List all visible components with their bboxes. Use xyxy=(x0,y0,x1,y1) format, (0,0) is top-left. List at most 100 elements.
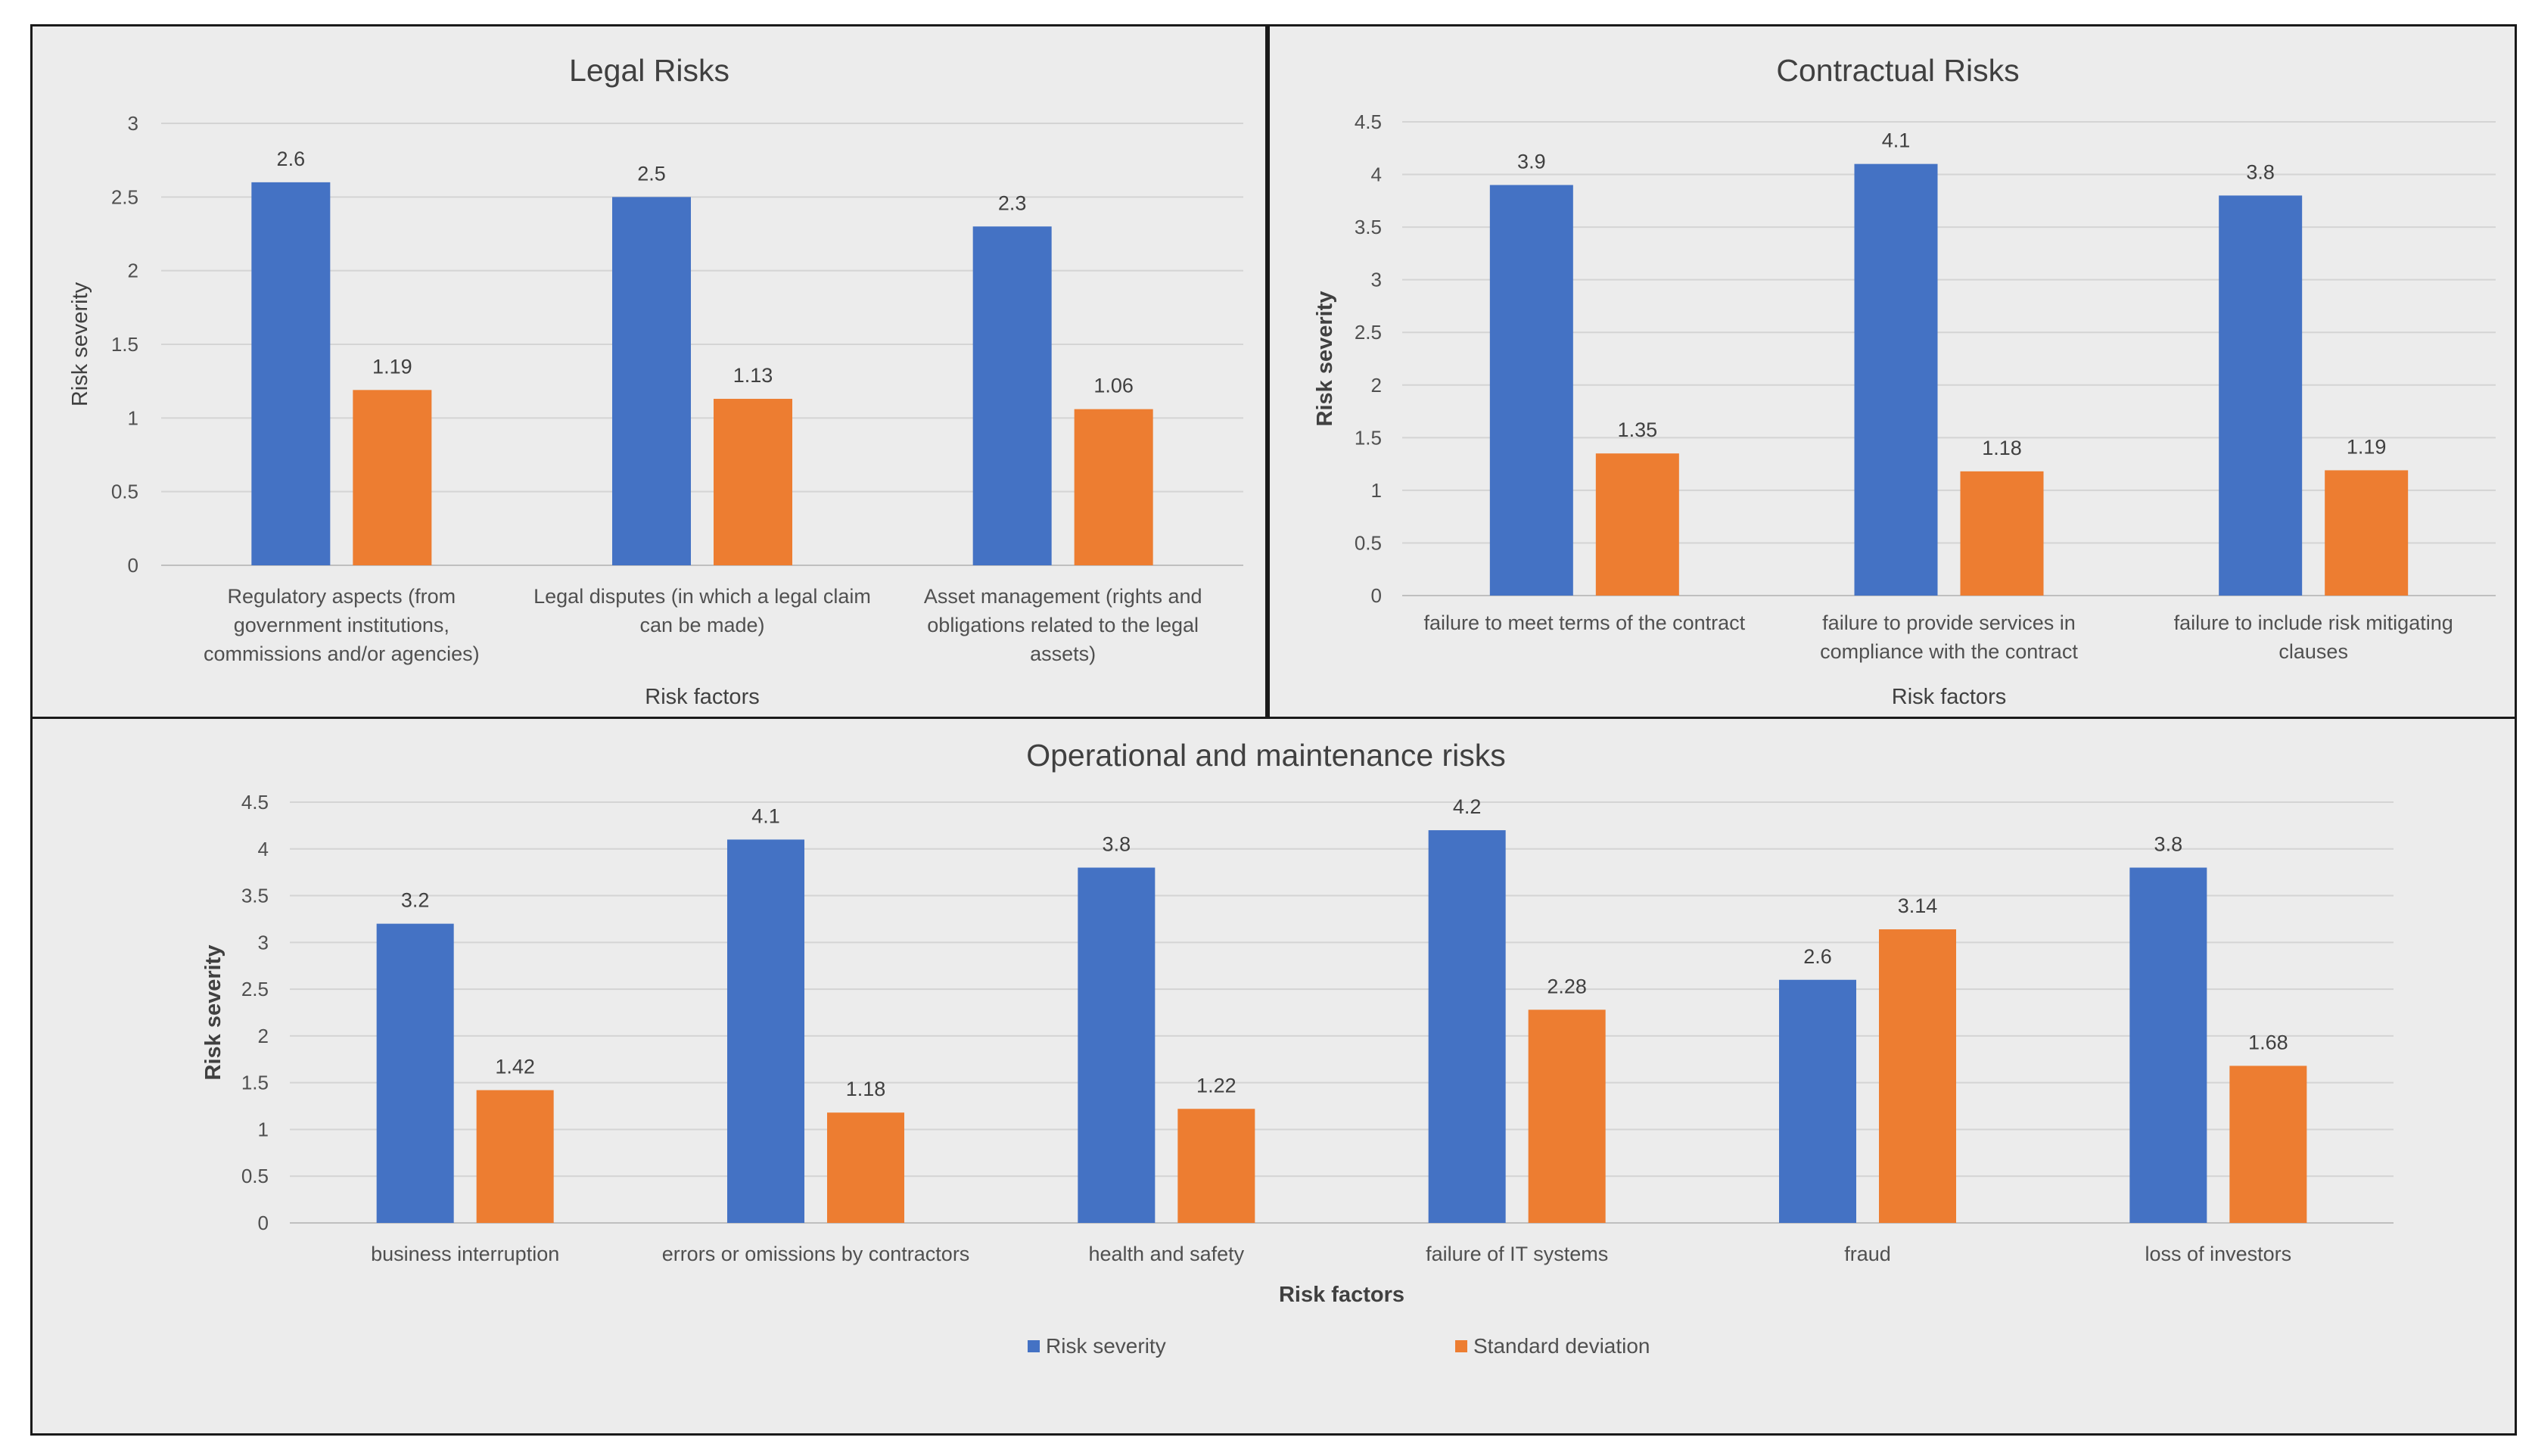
y-tick-label: 1.5 xyxy=(111,333,138,356)
legend-label-severity: Risk severity xyxy=(1046,1334,1166,1358)
operational-risks-chart: Operational and maintenance risks 0 0.5 1 1.… xyxy=(201,738,2394,1358)
bar-deviation xyxy=(2229,1066,2307,1223)
category-label: obligations related to the legal xyxy=(927,614,1199,636)
chart-title: Legal Risks xyxy=(569,53,729,88)
data-label: 2.3 xyxy=(998,191,1027,214)
category-label: can be made) xyxy=(639,614,764,636)
y-tick-label: 0 xyxy=(128,554,138,577)
data-label: 1.22 xyxy=(1196,1074,1236,1097)
y-tick-label: 2.5 xyxy=(241,978,269,1000)
legal-risks-chart: Legal Risks 0 0.5 1 1.5 2 2.5 3 Risk severity 2.6… xyxy=(68,53,1243,709)
operational-risks-panel: Operational and maintenance risks 0 0.5 1 1.… xyxy=(30,717,2517,1436)
y-tick-label: 4.5 xyxy=(241,791,269,814)
category-label: Asset management (rights and xyxy=(924,585,1202,608)
data-label: 2.6 xyxy=(277,148,306,170)
bar-severity xyxy=(1078,867,1156,1223)
bar-deviation xyxy=(1879,929,1956,1223)
data-label: 3.8 xyxy=(2154,832,2183,855)
chart-title: Operational and maintenance risks xyxy=(1026,738,1506,773)
y-tick-label: 3 xyxy=(1371,269,1382,291)
data-label: 1.68 xyxy=(2248,1031,2288,1053)
y-tick-label: 4.5 xyxy=(1355,110,1382,133)
bar-severity xyxy=(1854,163,1938,596)
legend-swatch-severity xyxy=(1028,1340,1040,1352)
category-label: compliance with the contract xyxy=(1820,640,2078,663)
y-tick-label: 0.5 xyxy=(111,481,138,503)
contractual-risks-panel: Contractual Risks 0 0.5 1 1.5 2 2.5 3 3.5 4 4.5 Ris… xyxy=(1268,24,2517,719)
y-tick-label: 2 xyxy=(258,1025,269,1047)
y-tick-label: 3 xyxy=(128,112,138,135)
bar-severity xyxy=(1489,185,1573,596)
y-axis-label: Risk severity xyxy=(1313,291,1337,427)
chart-title: Contractual Risks xyxy=(1776,53,2019,88)
category-label: errors or omissions by contractors xyxy=(662,1243,970,1265)
bar-severity xyxy=(1428,830,1506,1223)
bar-deviation xyxy=(1528,1010,1606,1223)
y-tick-label: 1 xyxy=(258,1118,269,1140)
y-tick-label: 1 xyxy=(1371,479,1382,502)
bar-deviation xyxy=(1960,471,2044,596)
category-label: failure of IT systems xyxy=(1426,1243,1608,1265)
contractual-risks-chart: Contractual Risks 0 0.5 1 1.5 2 2.5 3 3.5 4 4.5 Ris… xyxy=(1313,53,2496,709)
data-label: 1.19 xyxy=(2347,435,2387,458)
data-label: 3.14 xyxy=(1898,894,1938,917)
category-label: fraud xyxy=(1844,1243,1891,1265)
legend-label-deviation: Standard deviation xyxy=(1473,1334,1650,1358)
bar-deviation xyxy=(1074,409,1153,565)
category-label: Legal disputes (in which a legal claim xyxy=(533,585,871,608)
bar-severity xyxy=(612,197,691,565)
y-tick-label: 1 xyxy=(128,406,138,429)
bar-deviation xyxy=(1595,453,1679,596)
y-tick-label: 3 xyxy=(258,931,269,954)
y-axis-label: Risk severity xyxy=(68,282,92,406)
bar-severity xyxy=(2129,867,2207,1223)
category-label: failure to meet terms of the contract xyxy=(1423,611,1745,634)
data-label: 2.6 xyxy=(1803,945,1832,968)
bar-severity xyxy=(727,839,804,1223)
category-label: government institutions, xyxy=(234,614,449,636)
data-label: 1.18 xyxy=(846,1078,886,1100)
x-axis-label: Risk factors xyxy=(645,685,759,709)
y-tick-label: 0.5 xyxy=(241,1165,269,1187)
bar-deviation xyxy=(353,390,432,565)
category-label: loss of investors xyxy=(2145,1243,2292,1265)
data-label: 4.1 xyxy=(1882,129,1911,152)
bar-severity xyxy=(972,226,1052,565)
category-label: failure to include risk mitigating xyxy=(2174,611,2453,634)
bar-severity xyxy=(1779,979,1856,1223)
bar-severity xyxy=(2219,195,2303,596)
bar-deviation xyxy=(827,1112,904,1223)
category-label: business interruption xyxy=(371,1243,559,1265)
data-label: 1.19 xyxy=(372,355,412,378)
y-tick-label: 0.5 xyxy=(1355,531,1382,554)
data-label: 2.5 xyxy=(637,162,666,185)
legal-risks-panel: Legal Risks 0 0.5 1 1.5 2 2.5 3 Risk severity 2.6… xyxy=(30,24,1268,719)
category-label: failure to provide services in xyxy=(1822,611,2076,634)
category-label: health and safety xyxy=(1089,1243,1245,1265)
bar-deviation xyxy=(1177,1109,1255,1223)
y-tick-label: 1.5 xyxy=(1355,426,1382,449)
bar-deviation xyxy=(476,1090,554,1223)
y-tick-label: 2 xyxy=(128,260,138,282)
y-tick-label: 2 xyxy=(1371,374,1382,397)
data-label: 4.1 xyxy=(751,804,780,827)
y-tick-label: 3.5 xyxy=(241,885,269,907)
data-label: 3.9 xyxy=(1517,150,1546,173)
data-label: 2.28 xyxy=(1547,975,1587,997)
data-label: 1.06 xyxy=(1093,375,1134,397)
data-label: 1.35 xyxy=(1618,418,1658,441)
data-label: 1.18 xyxy=(1982,437,2022,459)
y-axis-label: Risk severity xyxy=(201,945,226,1081)
data-label: 3.8 xyxy=(2246,160,2275,183)
category-label: assets) xyxy=(1030,642,1096,665)
y-tick-label: 3.5 xyxy=(1355,216,1382,238)
y-tick-label: 0 xyxy=(258,1212,269,1234)
bar-severity xyxy=(376,923,454,1223)
y-tick-label: 2.5 xyxy=(1355,321,1382,344)
data-label: 4.2 xyxy=(1453,795,1482,818)
data-label: 3.2 xyxy=(401,889,430,912)
bar-severity xyxy=(251,182,331,565)
y-tick-label: 4 xyxy=(258,838,269,860)
data-label: 1.42 xyxy=(495,1056,535,1078)
category-label: Regulatory aspects (from xyxy=(228,585,456,608)
